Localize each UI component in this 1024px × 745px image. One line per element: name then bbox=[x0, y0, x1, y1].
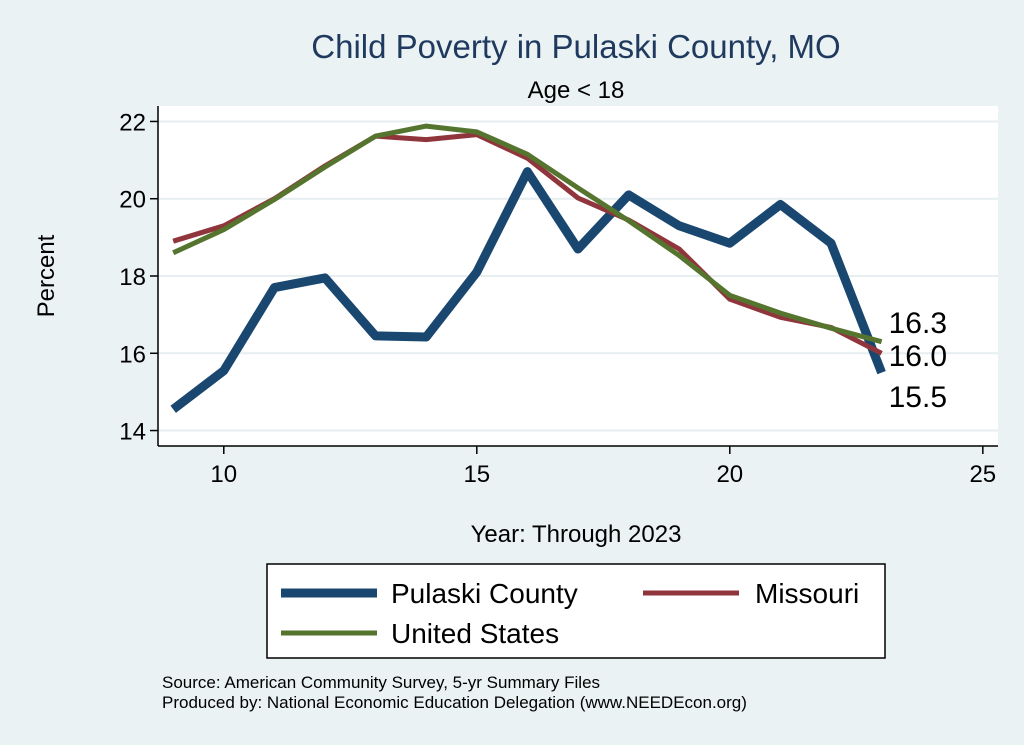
y-tick-label: 22 bbox=[119, 109, 146, 136]
producer-note: Produced by: National Economic Education… bbox=[162, 693, 747, 712]
source-note: Source: American Community Survey, 5-yr … bbox=[162, 673, 600, 692]
y-tick-label: 20 bbox=[119, 187, 146, 214]
series-line-united-states bbox=[172, 123, 883, 345]
legend: Pulaski County Missouri United States bbox=[266, 563, 886, 659]
legend-box bbox=[266, 563, 886, 659]
x-axis-title: Year: Through 2023 bbox=[471, 521, 682, 548]
legend-label-pulaski-county: Pulaski County bbox=[391, 578, 578, 609]
y-tick-label: 14 bbox=[119, 419, 146, 446]
y-tick-label: 16 bbox=[119, 341, 146, 368]
end-labels: 15.5 16.016.3 bbox=[889, 307, 947, 414]
x-tick-label: 15 bbox=[463, 461, 490, 488]
chart-title: Child Poverty in Pulaski County, MO bbox=[311, 28, 840, 65]
end-label-missouri: 16.0 bbox=[889, 340, 947, 373]
y-tick-label: 18 bbox=[119, 264, 146, 291]
legend-label-united-states: United States bbox=[391, 618, 559, 649]
x-tick-label: 10 bbox=[210, 461, 237, 488]
series-lines bbox=[170, 123, 886, 413]
legend-label-missouri: Missouri bbox=[755, 578, 859, 609]
end-label-pulaski-county: 15.5 bbox=[889, 381, 947, 414]
x-tick-label: 20 bbox=[716, 461, 743, 488]
y-axis-title: Percent bbox=[33, 234, 60, 317]
end-label-united-states: 16.3 bbox=[889, 307, 947, 340]
series-line-pulaski-county bbox=[170, 167, 886, 413]
x-tick-label: 25 bbox=[969, 461, 996, 488]
axes: 14 16 18 20 22 10 15 20 25 bbox=[119, 106, 998, 488]
chart-subtitle: Age < 18 bbox=[528, 77, 625, 104]
